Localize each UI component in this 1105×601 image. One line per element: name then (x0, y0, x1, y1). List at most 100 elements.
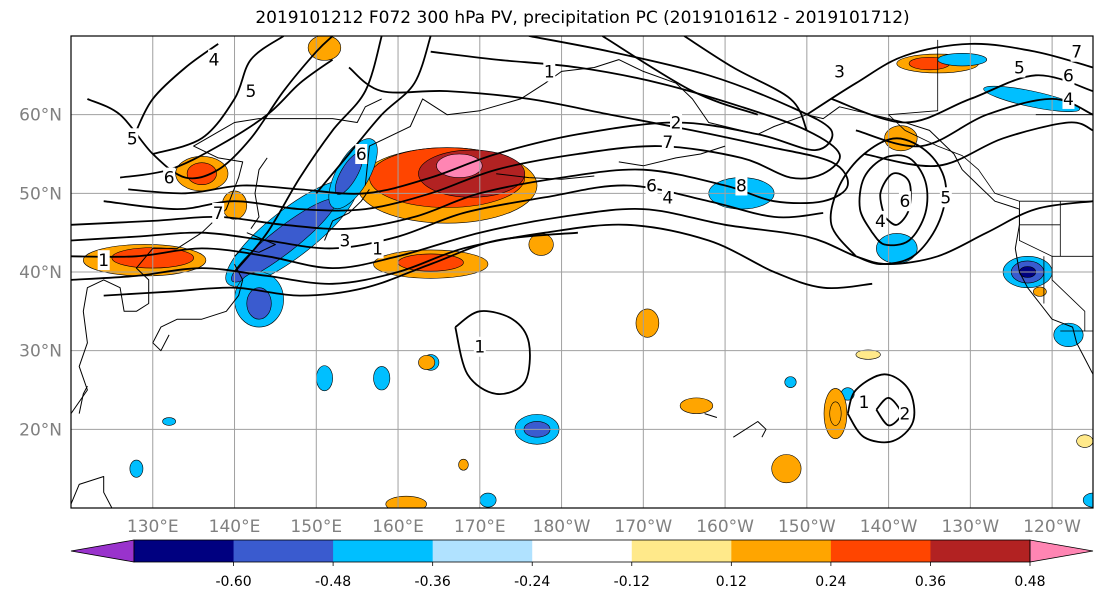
colorbar-swatch (631, 540, 732, 562)
colorbar-frame (133, 539, 1031, 563)
contour-label-bg (735, 175, 748, 196)
lat-tick-label: 40°N (19, 263, 62, 283)
pv-contour (135, 43, 219, 131)
contour-label: 6 (646, 176, 657, 196)
contour-label-bg (371, 238, 384, 259)
colorbar-label: 0.36 (915, 574, 946, 590)
pv-contour (879, 172, 912, 226)
pv-contour (128, 36, 834, 195)
colorbar-extend-low (70, 539, 135, 563)
lon-tick-label: 130°E (127, 517, 179, 537)
pv-contour (831, 74, 1093, 124)
precip-patch (855, 349, 881, 360)
contour-label: 7 (1071, 43, 1082, 63)
contour-label: 7 (662, 133, 673, 153)
coastline (152, 334, 170, 352)
lat-tick-label: 60°N (19, 106, 62, 126)
contour-label: 4 (875, 212, 886, 232)
precip-patch (1082, 492, 1093, 508)
lon-tick-label: 160°E (372, 517, 424, 537)
precip-patch (162, 417, 176, 426)
colorbar-swatch (134, 540, 235, 562)
contour-label: 1 (474, 338, 485, 358)
lon-tick-label: 150°W (778, 517, 836, 537)
contour-label: 4 (1063, 90, 1074, 110)
contour-label-bg (898, 191, 911, 212)
precip-patch (983, 85, 1080, 113)
contour-label: 3 (834, 62, 845, 82)
lon-tick-label: 130°W (941, 517, 999, 537)
lon-tick-label: 160°W (696, 517, 754, 537)
pv-contour (863, 121, 1093, 168)
contour-label: 1 (372, 239, 383, 259)
coastline (152, 263, 244, 344)
colorbar-label: -0.48 (315, 574, 351, 590)
contour-label-bg (1013, 57, 1026, 78)
contour-label: 6 (356, 145, 367, 165)
lon-tick-label: 170°W (614, 517, 672, 537)
coastline (364, 59, 1093, 375)
contour-label-bg (208, 49, 221, 70)
coastline (78, 385, 88, 414)
contour-label: 6 (900, 192, 911, 212)
coastline (704, 413, 718, 418)
pv-contour (152, 36, 285, 155)
contour-label-bg (1070, 41, 1083, 62)
precip-patch (937, 53, 988, 67)
contour-label-bg (244, 81, 257, 102)
contour-label-bg (858, 391, 871, 412)
pv-contour (71, 66, 849, 230)
pv-contour (71, 184, 824, 250)
precip-patch (129, 459, 144, 478)
colorbar-swatch (731, 540, 832, 562)
colorbar-label: -0.36 (415, 574, 451, 590)
contour-label-bg (670, 112, 683, 133)
coastline (71, 476, 113, 508)
contour-label-bg (874, 210, 887, 231)
precip-patch (385, 495, 427, 508)
colorbar-swatch (333, 540, 434, 562)
contour-label-bg (1062, 65, 1075, 86)
political-border (887, 39, 1093, 202)
contour-label: 3 (339, 232, 350, 252)
colorbar-label: 0.24 (815, 574, 846, 590)
contour-label-bg (1062, 88, 1075, 109)
colorbar-label: 0.48 (1014, 574, 1045, 590)
pv-contour (829, 137, 947, 265)
contour-label: 1 (544, 62, 555, 82)
precip-patch (479, 492, 497, 508)
contour-label-bg (543, 61, 556, 82)
contour-label: 1 (859, 393, 870, 413)
colorbar-swatch (233, 540, 334, 562)
contour-label: 5 (1014, 58, 1025, 78)
contour-label-bg (833, 61, 846, 82)
contour-label-bg (338, 230, 351, 251)
lon-tick-label: 140°W (860, 517, 918, 537)
colorbar-extend-high (1029, 539, 1094, 563)
pv-contour (71, 223, 873, 290)
precip-patch (246, 287, 272, 320)
lat-tick-label: 30°N (19, 342, 62, 362)
contour-label: 6 (1063, 66, 1074, 86)
pv-contour (71, 200, 1093, 269)
contour-label: 2 (900, 405, 911, 425)
contour-label: 2 (671, 114, 682, 134)
precip-patch (458, 458, 469, 471)
colorbar-label: -0.60 (215, 574, 251, 590)
coastline (733, 421, 767, 438)
coastline (496, 173, 595, 180)
longitude-labels: 130°E 140°E 150°E 160°E 170°E 180°W 170°W 160°W… (127, 517, 1081, 537)
contour-label: 7 (213, 204, 224, 224)
precip-patch (1053, 322, 1084, 348)
contour-label-bg (661, 132, 674, 153)
lon-tick-label: 120°W (1023, 517, 1081, 537)
precipitation-shading (82, 36, 1093, 508)
pv-contour (86, 36, 334, 180)
contour-label-bg (126, 128, 139, 149)
contour-label: 1 (98, 251, 109, 271)
contour-label: 4 (209, 51, 220, 71)
lat-tick-label: 50°N (19, 184, 62, 204)
pv-contours (71, 36, 1093, 444)
